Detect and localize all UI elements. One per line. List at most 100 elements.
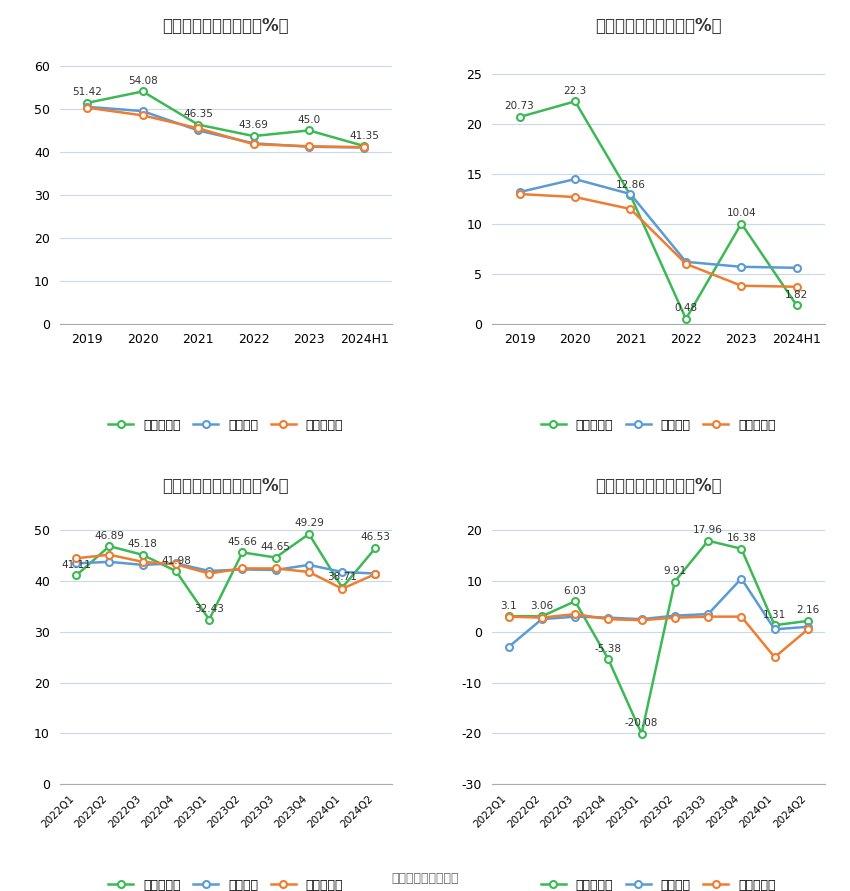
行业中位数: [337, 584, 348, 594]
Text: 41.35: 41.35: [349, 131, 379, 141]
行业均值: [626, 189, 636, 200]
公司毛利率: [371, 543, 381, 553]
行业均值: [604, 612, 614, 623]
Text: 10.04: 10.04: [727, 208, 756, 218]
行业均值: [303, 142, 314, 152]
Title: 季度净利率变化情况（%）: 季度净利率变化情况（%）: [595, 477, 722, 495]
行业均值: [138, 106, 148, 117]
Text: 20.73: 20.73: [505, 102, 535, 111]
公司毛利率: [237, 547, 247, 558]
Text: 41.98: 41.98: [161, 555, 191, 566]
行业中位数: [570, 609, 581, 619]
行业中位数: [736, 281, 746, 291]
Line: 行业均值: 行业均值: [84, 103, 368, 151]
行业均值: [681, 257, 691, 267]
Line: 行业中位数: 行业中位数: [516, 191, 800, 290]
Text: 32.43: 32.43: [195, 604, 224, 614]
Title: 历年毛利率变化情况（%）: 历年毛利率变化情况（%）: [162, 17, 289, 35]
行业均值: [371, 568, 381, 579]
公司毛利率: [171, 566, 181, 576]
公司净利率: [637, 729, 647, 740]
Text: 17.96: 17.96: [693, 525, 723, 535]
Line: 行业均值: 行业均值: [516, 176, 800, 271]
公司净利率: [791, 300, 802, 311]
Line: 公司毛利率: 公司毛利率: [84, 88, 368, 150]
公司毛利率: [105, 541, 115, 552]
公司毛利率: [82, 97, 93, 108]
公司净利率: [736, 544, 746, 554]
Line: 行业均值: 行业均值: [505, 575, 812, 650]
公司净利率: [802, 616, 813, 626]
行业中位数: [171, 559, 181, 569]
行业中位数: [626, 204, 636, 215]
Text: 0.48: 0.48: [674, 303, 698, 314]
行业中位数: [371, 568, 381, 579]
行业中位数: [193, 123, 203, 134]
行业中位数: [204, 568, 214, 579]
公司净利率: [536, 611, 547, 622]
Line: 行业中位数: 行业中位数: [84, 104, 368, 151]
公司毛利率: [303, 528, 314, 539]
Line: 行业中位数: 行业中位数: [72, 552, 379, 593]
行业中位数: [670, 612, 680, 623]
Legend: 公司毛利率, 行业均值, 行业中位数: 公司毛利率, 行业均值, 行业中位数: [104, 874, 348, 891]
行业中位数: [303, 567, 314, 577]
公司净利率: [570, 96, 581, 107]
Text: 41.11: 41.11: [61, 560, 91, 570]
行业中位数: [503, 611, 513, 622]
行业中位数: [604, 614, 614, 625]
Line: 公司毛利率: 公司毛利率: [72, 530, 379, 623]
Text: 44.65: 44.65: [261, 542, 291, 552]
Text: 54.08: 54.08: [128, 76, 157, 86]
行业中位数: [303, 141, 314, 151]
Text: 38.71: 38.71: [327, 572, 357, 582]
行业中位数: [360, 142, 370, 152]
Text: 46.35: 46.35: [183, 109, 213, 119]
公司净利率: [681, 314, 691, 324]
公司毛利率: [360, 141, 370, 151]
行业中位数: [536, 612, 547, 623]
Text: 45.66: 45.66: [228, 537, 258, 547]
Legend: 公司净利率, 行业均值, 行业中位数: 公司净利率, 行业均值, 行业中位数: [536, 874, 780, 891]
行业中位数: [637, 615, 647, 625]
公司净利率: [703, 535, 713, 546]
行业中位数: [769, 652, 779, 663]
Text: 3.1: 3.1: [500, 601, 517, 610]
Line: 行业均值: 行业均值: [72, 559, 379, 577]
Title: 历年净利率变化情况（%）: 历年净利率变化情况（%）: [595, 17, 722, 35]
Text: 51.42: 51.42: [72, 87, 102, 97]
行业均值: [802, 621, 813, 632]
行业中位数: [82, 102, 93, 113]
Text: 46.89: 46.89: [94, 531, 124, 541]
Text: 9.91: 9.91: [663, 566, 687, 576]
行业均值: [670, 610, 680, 621]
Text: -5.38: -5.38: [595, 643, 622, 654]
行业均值: [270, 565, 280, 576]
行业均值: [514, 187, 524, 198]
公司净利率: [570, 596, 581, 607]
行业均值: [503, 642, 513, 652]
公司毛利率: [138, 550, 148, 560]
行业均值: [138, 560, 148, 570]
行业中位数: [237, 563, 247, 574]
Text: 45.18: 45.18: [128, 539, 157, 549]
行业中位数: [105, 550, 115, 560]
Text: 1.82: 1.82: [785, 290, 808, 300]
Title: 季度毛利率变化情况（%）: 季度毛利率变化情况（%）: [162, 477, 289, 495]
Text: 3.06: 3.06: [530, 601, 553, 610]
Text: 45.0: 45.0: [298, 115, 320, 125]
Text: 1.31: 1.31: [763, 609, 786, 619]
行业均值: [736, 573, 746, 584]
Text: 2.16: 2.16: [796, 605, 819, 616]
行业中位数: [570, 192, 581, 202]
行业均值: [769, 624, 779, 634]
公司净利率: [670, 576, 680, 587]
行业中位数: [736, 611, 746, 622]
行业均值: [337, 567, 348, 577]
行业均值: [193, 125, 203, 135]
公司毛利率: [270, 552, 280, 563]
行业均值: [703, 609, 713, 619]
公司净利率: [514, 111, 524, 122]
行业均值: [204, 566, 214, 576]
行业均值: [171, 558, 181, 568]
